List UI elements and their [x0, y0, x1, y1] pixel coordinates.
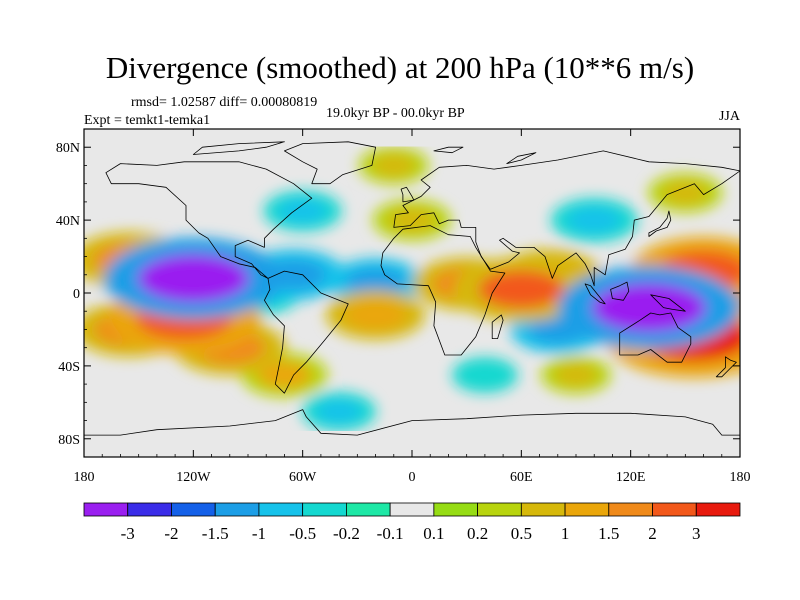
coastline-britain — [400, 186, 415, 203]
field-core — [478, 270, 564, 309]
experiment-label: Expt = temkt1-temka1 — [84, 113, 211, 128]
lon-tick-label: 60E — [510, 470, 533, 485]
colorbar-label: 0.5 — [511, 524, 532, 543]
colorbar-swatch — [652, 502, 697, 517]
stats-text: rmsd= 1.02587 diff= 0.00080819 — [131, 95, 318, 110]
lat-tick-label: 40N — [56, 214, 80, 229]
coastline-eurasia — [393, 150, 740, 287]
coastline-japan — [648, 210, 672, 237]
field-core — [591, 283, 706, 333]
coastline-north-america — [105, 161, 313, 279]
colorbar-label: -0.1 — [377, 524, 404, 543]
colorbar-swatch — [608, 502, 653, 517]
colorbar-label: 2 — [648, 524, 657, 543]
colorbar-swatch — [477, 502, 522, 517]
colorbar-label: 3 — [692, 524, 701, 543]
colorbar-swatch — [127, 502, 172, 517]
field-core — [662, 181, 709, 205]
lon-tick-label: 180 — [730, 470, 751, 485]
colorbar-label: -2 — [164, 524, 178, 543]
field-core — [278, 199, 328, 223]
field-core — [371, 154, 416, 177]
lat-tick-label: 80S — [58, 433, 80, 448]
lat-tick-label: 0 — [73, 287, 80, 302]
field-core — [316, 399, 363, 423]
colorbar: -3 -2 -1.5 -1 -0.5 -0.2 -0.1 0.1 0.2 0.5 1 1.5 2 3 — [83, 502, 741, 543]
colorbar-label: -3 — [121, 524, 135, 543]
colorbar-swatch — [83, 502, 129, 517]
colorbar-label: -0.2 — [333, 524, 360, 543]
coastline-novaya-zemlya — [506, 152, 537, 165]
coastline-madagascar — [491, 314, 504, 340]
latitude-axis: 80N 40N 0 40S 80S — [56, 128, 740, 458]
colorbar-swatch — [389, 502, 435, 517]
coastline-sumatra — [584, 283, 606, 305]
field-core — [344, 300, 407, 330]
colorbar-swatch — [564, 502, 610, 517]
coastline-svalbard — [433, 146, 464, 154]
lon-tick-label: 120W — [176, 470, 211, 485]
colorbar-swatch — [345, 502, 391, 517]
colorbar-swatch — [520, 502, 566, 517]
colorbar-swatch — [695, 502, 741, 517]
lon-tick-label: 180 — [74, 470, 95, 485]
colorbar-label: 0.2 — [467, 524, 488, 543]
period-label: 19.0kyr BP - 00.0kyr BP — [326, 106, 465, 121]
colorbar-label: -1.5 — [202, 524, 229, 543]
coastline-borneo — [610, 281, 630, 301]
coastline-south-america — [263, 270, 349, 394]
field-core — [567, 207, 622, 234]
coastline-antarctica — [84, 409, 740, 436]
lon-tick-label: 60W — [289, 470, 317, 485]
colorbar-label: -0.5 — [289, 524, 316, 543]
colorbar-swatch — [258, 502, 304, 517]
colorbar-label: 0.1 — [423, 524, 444, 543]
lon-tick-label: 0 — [409, 470, 416, 485]
colorbar-label: -1 — [252, 524, 266, 543]
longitude-axis: 180 120W 60W 0 60E 120E 180 — [74, 129, 751, 485]
lon-tick-label: 120E — [616, 470, 646, 485]
field-core — [137, 254, 249, 303]
coastline-arctic-islands — [192, 141, 285, 155]
coastline-greenland — [283, 141, 377, 185]
field-core — [464, 364, 506, 386]
season-label: JJA — [718, 109, 740, 124]
coastline-new-guinea — [650, 294, 686, 312]
coastline-new-zealand — [715, 356, 737, 378]
coastlines — [84, 141, 740, 436]
divergence-field — [84, 129, 740, 457]
colorbar-label: 1 — [561, 524, 570, 543]
colorbar-swatch — [214, 502, 260, 517]
field-core — [345, 268, 406, 297]
plot-title: Divergence (smoothed) at 200 hPa (10**6 … — [105, 50, 695, 85]
field-core — [257, 362, 312, 388]
lat-tick-label: 80N — [56, 141, 80, 156]
lat-tick-label: 40S — [58, 360, 80, 375]
colorbar-label: 1.5 — [598, 524, 619, 543]
coastline-australia — [619, 312, 692, 363]
coastline-africa — [380, 225, 506, 356]
colorbar-swatch — [171, 502, 216, 517]
colorbar-swatch — [302, 502, 347, 517]
field-core — [554, 364, 598, 386]
colorbar-swatch — [433, 502, 479, 517]
